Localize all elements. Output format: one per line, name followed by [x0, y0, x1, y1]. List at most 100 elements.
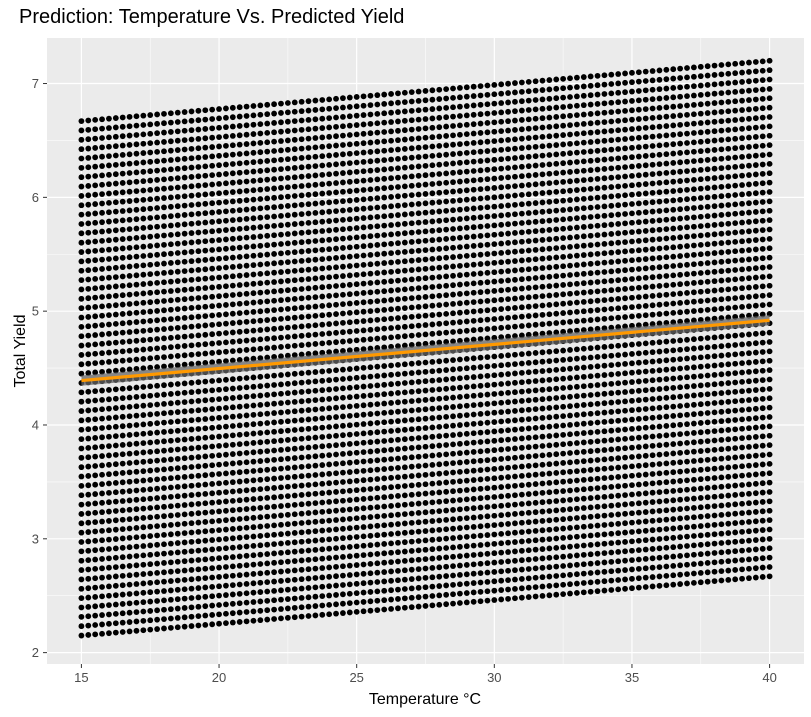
data-point	[312, 107, 319, 113]
data-point	[223, 526, 229, 533]
data-point	[181, 249, 188, 256]
data-point	[663, 113, 670, 120]
data-point	[161, 457, 167, 463]
data-point	[333, 507, 339, 514]
data-point	[236, 525, 243, 532]
data-point	[209, 247, 216, 253]
data-point	[353, 431, 360, 437]
data-point	[670, 169, 677, 176]
data-point	[216, 143, 222, 150]
data-point	[401, 323, 408, 330]
data-point	[498, 109, 505, 116]
data-point	[484, 419, 491, 426]
data-point	[140, 412, 147, 418]
data-point	[601, 91, 608, 97]
data-point	[635, 387, 642, 394]
data-point	[677, 524, 684, 531]
data-point	[126, 160, 133, 167]
data-point	[291, 389, 298, 396]
data-point	[649, 386, 656, 393]
data-point	[298, 604, 305, 611]
data-point	[202, 388, 209, 394]
data-point	[518, 519, 525, 526]
data-point	[147, 458, 154, 465]
data-point	[429, 284, 436, 290]
data-point	[539, 105, 546, 112]
data-point	[649, 546, 656, 552]
data-point	[457, 356, 463, 363]
data-point	[216, 555, 222, 562]
data-point	[298, 501, 305, 508]
data-point	[463, 112, 470, 119]
data-point	[498, 156, 505, 163]
data-point	[154, 139, 161, 146]
data-point	[333, 535, 339, 542]
data-point	[216, 106, 222, 112]
data-point	[353, 580, 360, 587]
data-point	[229, 254, 236, 261]
data-point	[567, 206, 573, 213]
data-point	[615, 492, 622, 499]
data-point	[85, 323, 92, 330]
data-point	[594, 82, 601, 89]
data-point	[491, 128, 498, 135]
data-point	[305, 585, 312, 591]
data-point	[147, 598, 154, 605]
data-point	[236, 254, 243, 260]
data-point	[395, 127, 401, 134]
data-point	[181, 240, 188, 246]
data-point	[450, 535, 456, 541]
data-point	[119, 320, 126, 327]
data-point	[518, 594, 525, 601]
data-point	[429, 134, 436, 141]
data-point	[374, 157, 381, 164]
data-point	[677, 290, 684, 297]
data-point	[78, 473, 85, 480]
data-point	[278, 456, 284, 463]
data-point	[498, 465, 505, 472]
data-point	[553, 123, 560, 130]
data-point	[470, 299, 477, 306]
data-point	[216, 396, 222, 403]
data-point	[436, 246, 443, 252]
data-point	[408, 154, 415, 161]
data-point	[312, 322, 319, 329]
data-point	[216, 162, 222, 169]
data-point	[278, 128, 284, 135]
data-point	[567, 543, 573, 550]
data-point	[333, 123, 339, 130]
data-point	[236, 562, 243, 569]
data-point	[360, 93, 367, 100]
data-point	[539, 311, 546, 318]
data-point	[429, 115, 436, 122]
data-point	[333, 404, 339, 411]
data-point	[436, 292, 443, 299]
data-point	[298, 566, 305, 573]
data-point	[408, 435, 415, 442]
data-point	[477, 364, 484, 370]
data-point	[367, 214, 374, 221]
data-point	[512, 145, 518, 152]
data-point	[195, 276, 202, 283]
data-point	[518, 304, 525, 311]
data-point	[133, 581, 140, 587]
data-point	[463, 393, 470, 400]
data-point	[223, 348, 229, 355]
data-point	[491, 278, 498, 285]
data-point	[223, 433, 229, 439]
data-point	[615, 502, 622, 508]
data-point	[443, 133, 450, 139]
data-point	[574, 74, 580, 81]
data-point	[408, 295, 415, 302]
data-point	[677, 393, 684, 400]
data-point	[106, 162, 112, 169]
data-point	[505, 530, 511, 537]
data-point	[147, 317, 154, 324]
data-point	[381, 569, 388, 575]
data-point	[505, 352, 511, 359]
data-point	[484, 513, 491, 520]
data-point	[463, 196, 470, 203]
data-point	[539, 546, 546, 552]
data-point	[422, 603, 429, 609]
data-point	[202, 331, 209, 338]
